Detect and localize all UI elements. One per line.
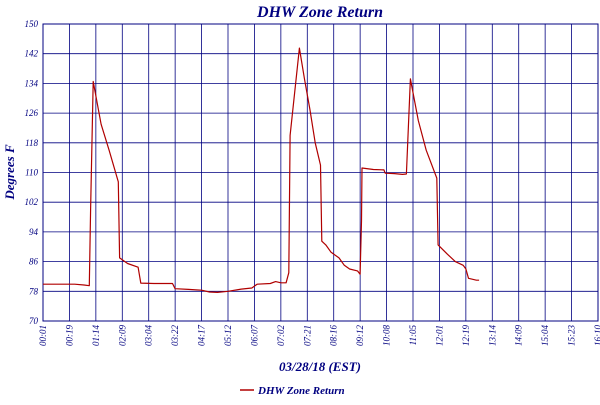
y-tick-label: 102 <box>25 197 39 207</box>
y-tick-label: 86 <box>29 257 39 267</box>
x-tick-label: 00:19 <box>64 325 74 346</box>
x-tick-label: 03:22 <box>170 325 180 346</box>
x-tick-label: 02:09 <box>117 325 127 346</box>
x-tick-label: 06:07 <box>249 325 259 346</box>
y-axis-ticks: 70 78 86 94 102 110 118 126 134 142 150 <box>25 19 39 326</box>
y-tick-label: 142 <box>25 49 39 59</box>
y-tick-label: 126 <box>25 108 39 118</box>
legend: DHW Zone Return <box>240 385 345 397</box>
x-tick-label: 10:08 <box>382 325 392 346</box>
plot-area <box>42 23 599 322</box>
x-tick-label: 00:01 <box>38 325 48 346</box>
x-tick-label: 13:14 <box>487 325 497 346</box>
x-tick-label: 01:14 <box>91 325 101 346</box>
x-tick-label: 12:19 <box>461 325 471 346</box>
chart-title: DHW Zone Return <box>256 4 383 21</box>
y-tick-label: 110 <box>25 168 38 178</box>
y-tick-label: 70 <box>29 316 39 326</box>
series-line <box>43 47 480 293</box>
x-tick-label: 16:10 <box>593 325 600 346</box>
y-axis-title: Degrees F <box>2 144 17 201</box>
x-tick-label: 03:04 <box>144 325 154 346</box>
x-tick-label: 12:01 <box>434 325 444 346</box>
x-axis-ticks: 00:01 00:19 01:14 02:09 03:04 03:22 04:17 05:12… <box>38 325 600 346</box>
y-tick-label: 78 <box>29 286 39 296</box>
x-tick-label: 15:04 <box>540 325 550 346</box>
x-tick-label: 05:12 <box>223 325 233 346</box>
x-tick-label: 07:21 <box>302 325 312 346</box>
y-tick-label: 150 <box>25 19 39 29</box>
x-tick-label: 09:12 <box>355 325 365 346</box>
x-tick-label: 04:17 <box>197 325 207 346</box>
x-tick-label: 07:02 <box>276 325 286 346</box>
y-tick-label: 94 <box>29 227 39 237</box>
x-tick-label: 15:23 <box>567 325 577 346</box>
y-tick-label: 118 <box>25 138 38 148</box>
x-tick-label: 11:05 <box>408 325 418 346</box>
x-tick-label: 14:09 <box>514 325 524 346</box>
x-axis-title: 03/28/18 (EST) <box>279 359 361 374</box>
x-tick-label: 08:16 <box>329 325 339 346</box>
legend-label: DHW Zone Return <box>257 385 345 397</box>
y-tick-label: 134 <box>25 78 39 88</box>
